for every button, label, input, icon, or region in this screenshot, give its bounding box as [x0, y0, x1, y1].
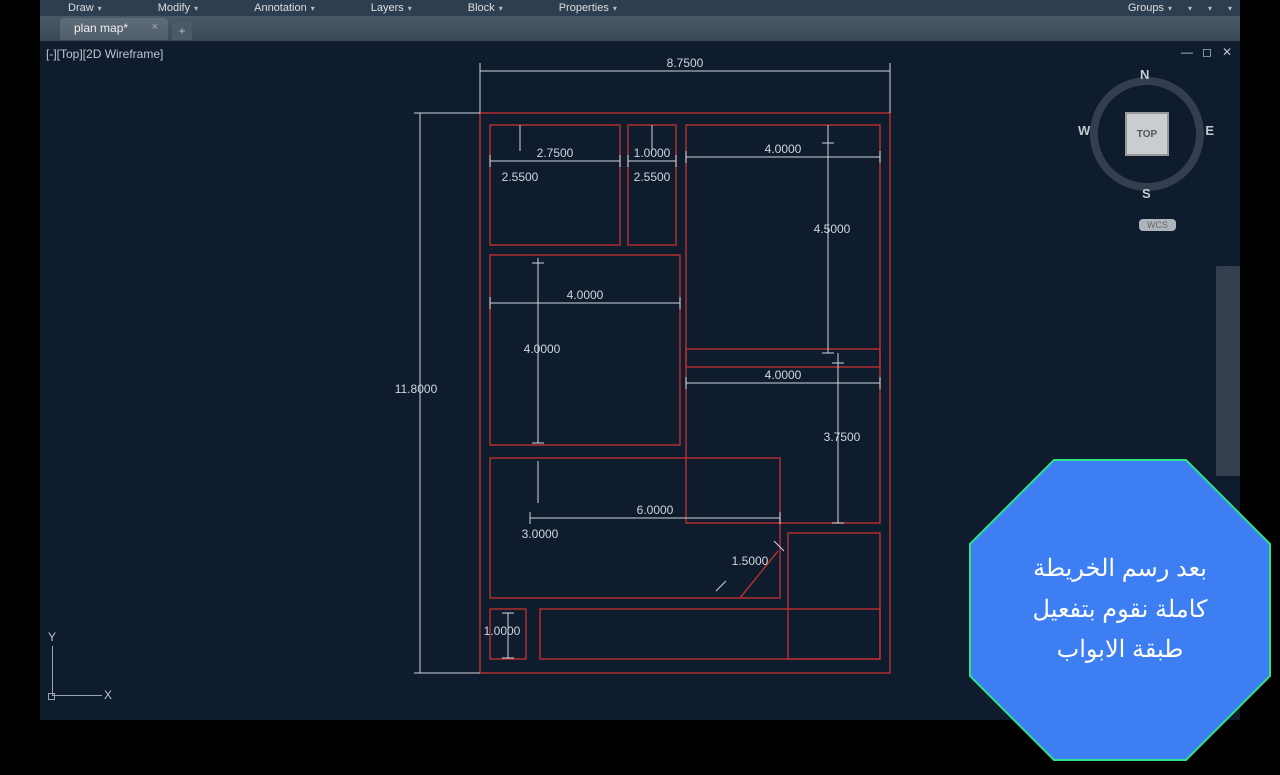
ucs-y-label: Y — [48, 630, 56, 644]
floor-plan-drawing: 8.7500 11.8000 2.7500 2.5500 1.0000 2.5500 4.0… — [360, 53, 920, 713]
tabbar: plan map* + — [40, 16, 1240, 40]
menu-properties[interactable]: Properties — [531, 0, 645, 16]
menubar: Draw Modify Annotation Layers Block Prop… — [40, 0, 1240, 16]
drawing-canvas[interactable]: [-][Top][2D Wireframe] — ◻ ✕ N S E W TOP… — [40, 40, 1240, 720]
viewport-maximize-icon[interactable]: ◻ — [1200, 45, 1214, 59]
svg-text:8.7500: 8.7500 — [667, 56, 704, 70]
svg-text:3.0000: 3.0000 — [522, 527, 559, 541]
callout-text: بعد رسم الخريطة كاملة نقوم بتفعيل طبقة ا… — [960, 450, 1280, 770]
menu-block[interactable]: Block — [440, 0, 531, 16]
svg-text:2.5500: 2.5500 — [502, 170, 539, 184]
viewcube-east[interactable]: E — [1205, 123, 1214, 138]
svg-text:1.0000: 1.0000 — [484, 624, 521, 638]
menu-modify[interactable]: Modify — [130, 0, 226, 16]
menu-annotation[interactable]: Annotation — [226, 0, 343, 16]
svg-text:1.5000: 1.5000 — [732, 554, 769, 568]
navigation-bar[interactable] — [1216, 266, 1240, 476]
menu-layers[interactable]: Layers — [343, 0, 440, 16]
svg-text:4.5000: 4.5000 — [814, 222, 851, 236]
svg-text:2.5500: 2.5500 — [634, 170, 671, 184]
svg-text:11.8000: 11.8000 — [395, 382, 438, 396]
viewport-label[interactable]: [-][Top][2D Wireframe] — [46, 47, 163, 61]
ucs-x-label: X — [104, 688, 112, 702]
svg-text:4.0000: 4.0000 — [567, 288, 604, 302]
drawing-tab[interactable]: plan map* — [60, 18, 168, 40]
svg-text:6.0000: 6.0000 — [637, 503, 674, 517]
menu-draw[interactable]: Draw — [40, 0, 130, 16]
viewcube-ring[interactable] — [1090, 77, 1204, 191]
callout-bubble: بعد رسم الخريطة كاملة نقوم بتفعيل طبقة ا… — [960, 450, 1280, 770]
viewcube-north[interactable]: N — [1140, 67, 1149, 82]
svg-text:4.0000: 4.0000 — [524, 342, 561, 356]
menu-extra-2[interactable] — [1200, 0, 1220, 16]
menu-extra-3[interactable] — [1220, 0, 1240, 16]
menu-groups[interactable]: Groups — [1120, 0, 1180, 16]
wcs-badge[interactable]: WCS — [1139, 219, 1176, 231]
viewport-minimize-icon[interactable]: — — [1180, 45, 1194, 59]
ucs-icon[interactable]: Y X — [50, 634, 130, 714]
viewcube-west[interactable]: W — [1078, 123, 1090, 138]
viewcube-south[interactable]: S — [1142, 186, 1151, 201]
viewport-close-icon[interactable]: ✕ — [1220, 45, 1234, 59]
svg-text:4.0000: 4.0000 — [765, 368, 802, 382]
svg-text:4.0000: 4.0000 — [765, 142, 802, 156]
menu-extra-1[interactable] — [1180, 0, 1200, 16]
viewcube[interactable]: N S E W TOP — [1082, 69, 1212, 199]
svg-text:2.7500: 2.7500 — [537, 146, 574, 160]
new-tab-button[interactable]: + — [172, 22, 192, 40]
svg-text:3.7500: 3.7500 — [824, 430, 861, 444]
